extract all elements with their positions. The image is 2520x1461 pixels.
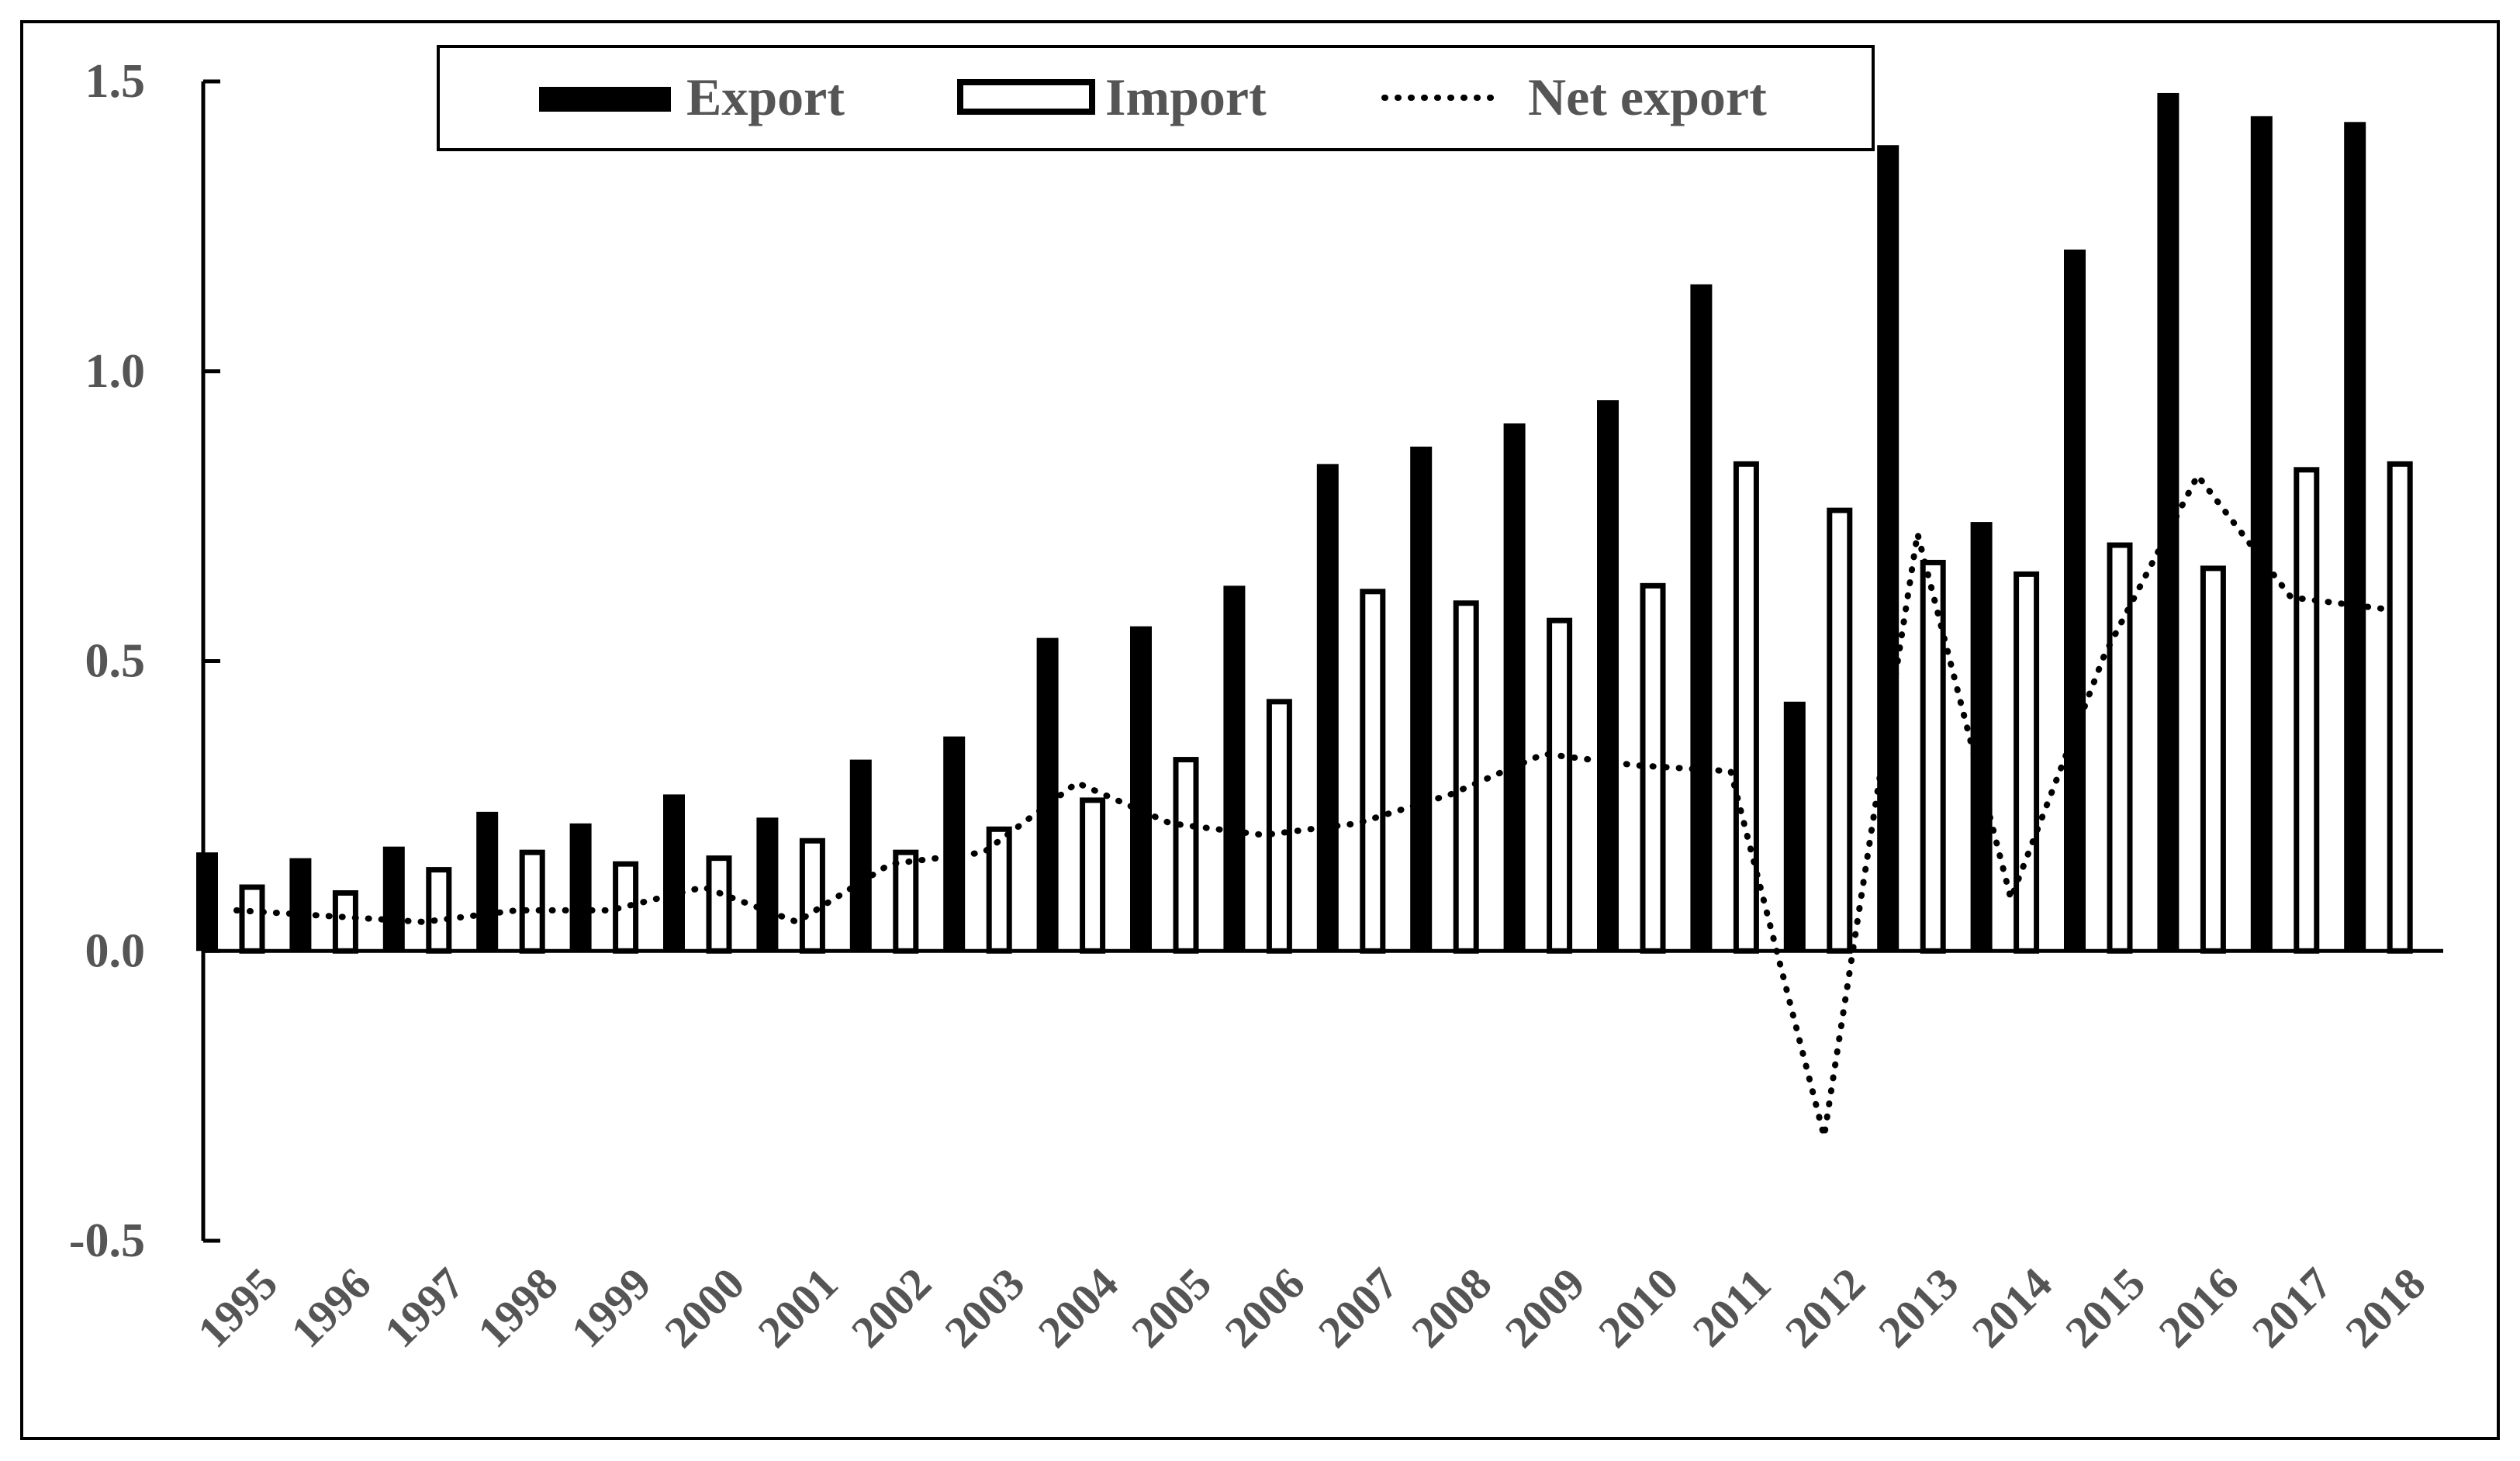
import-bar-2005 [1173, 757, 1199, 954]
export-bar-2005 [1130, 626, 1152, 952]
y-tick-label-3: 1.0 [85, 345, 146, 398]
export-bar-1997 [382, 846, 405, 952]
legend: Export Import Net export [437, 45, 1875, 151]
export-bar-2001 [756, 817, 779, 952]
export-bar-2002 [849, 759, 872, 952]
y-tick-label-0: -0.5 [69, 1214, 145, 1267]
import-bar-2006 [1266, 699, 1292, 954]
legend-label-import: Import [1105, 67, 1267, 126]
export-bar-2003 [943, 736, 966, 952]
import-bar-2017 [2294, 467, 2320, 954]
import-bar-2009 [1547, 617, 1573, 954]
legend-label-export: Export [686, 67, 845, 126]
import-bar-1998 [519, 849, 545, 954]
export-bar-2010 [1597, 400, 1619, 952]
legend-swatch-export [539, 87, 671, 112]
import-bar-1997 [426, 867, 452, 954]
import-bar-2018 [2387, 461, 2413, 954]
legend-label-net-export: Net export [1528, 67, 1767, 126]
import-bar-1996 [332, 890, 358, 954]
import-bar-1995 [239, 884, 265, 954]
export-bar-2014 [1970, 522, 1993, 952]
export-bar-2004 [1036, 637, 1059, 952]
export-bar-2018 [2344, 122, 2366, 952]
import-bar-2003 [986, 826, 1012, 954]
export-bar-2016 [2157, 92, 2180, 952]
import-bar-2012 [1827, 507, 1853, 954]
export-bar-1998 [476, 811, 499, 952]
export-bar-2008 [1410, 446, 1433, 952]
import-bar-2002 [893, 849, 919, 954]
y-tick-label-2: 0.5 [85, 635, 146, 688]
import-bar-2000 [706, 855, 732, 954]
legend-box [437, 45, 1875, 151]
export-bar-2006 [1223, 585, 1246, 952]
export-bar-1995 [196, 852, 218, 952]
export-bar-2009 [1503, 423, 1526, 952]
import-bar-2011 [1733, 461, 1759, 954]
import-bar-2013 [1920, 559, 1946, 954]
import-bar-2008 [1453, 600, 1479, 954]
export-bar-2013 [1877, 145, 1900, 952]
export-bar-2015 [2064, 249, 2086, 952]
import-bar-2016 [2200, 565, 2226, 954]
y-tick-label-4: 1.5 [85, 55, 146, 108]
net-export-line [233, 472, 2388, 1140]
export-bar-2000 [663, 794, 685, 952]
import-bar-2007 [1360, 589, 1386, 954]
export-bar-2017 [2250, 116, 2273, 952]
y-tick-label-1: 0.0 [85, 924, 146, 977]
import-bar-2015 [2107, 542, 2133, 954]
legend-swatch-import [957, 79, 1095, 115]
export-bar-2007 [1316, 464, 1339, 952]
import-bar-2001 [799, 838, 825, 954]
import-bar-2014 [2014, 571, 2040, 954]
export-bar-2012 [1783, 701, 1806, 952]
export-bar-1996 [289, 858, 312, 952]
import-bar-2004 [1080, 797, 1106, 954]
export-bar-1999 [569, 823, 592, 952]
export-bar-2011 [1690, 284, 1713, 952]
